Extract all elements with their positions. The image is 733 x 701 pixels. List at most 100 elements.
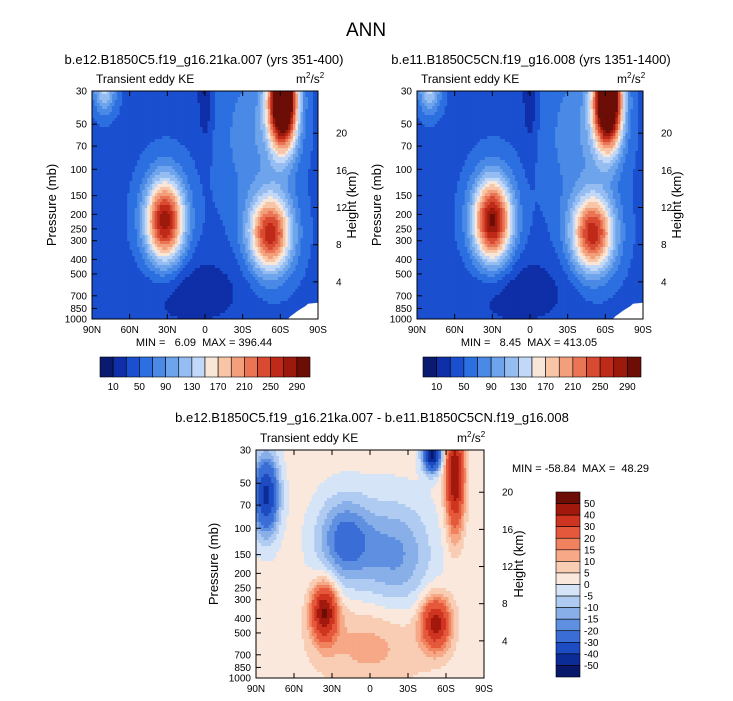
field-cell bbox=[245, 199, 249, 203]
field-cell bbox=[197, 121, 201, 125]
field-cell bbox=[235, 202, 239, 206]
field-cell bbox=[240, 94, 244, 98]
field-cell bbox=[225, 205, 229, 209]
field-cell bbox=[315, 160, 318, 164]
field-cell bbox=[290, 232, 294, 236]
field-cell bbox=[267, 187, 271, 191]
field-cell bbox=[159, 208, 163, 212]
field-cell bbox=[300, 172, 304, 176]
field-cell bbox=[164, 205, 168, 209]
field-cell bbox=[225, 124, 229, 128]
field-cell bbox=[205, 214, 209, 218]
field-cell bbox=[207, 166, 211, 170]
field-cell bbox=[272, 223, 276, 227]
field-cell bbox=[237, 196, 241, 200]
field-cell bbox=[275, 169, 279, 173]
field-cell bbox=[94, 223, 98, 227]
field-cell bbox=[102, 133, 106, 137]
field-cell bbox=[137, 190, 141, 194]
field-cell bbox=[230, 214, 234, 218]
field-cell bbox=[102, 199, 106, 203]
field-cell bbox=[139, 130, 143, 134]
field-cell bbox=[252, 205, 256, 209]
field-cell bbox=[280, 181, 284, 185]
field-cell bbox=[292, 220, 296, 224]
field-cell bbox=[164, 241, 168, 245]
field-cell bbox=[149, 196, 153, 200]
field-cell bbox=[242, 121, 246, 125]
field-cell bbox=[232, 130, 236, 134]
field-cell bbox=[217, 115, 221, 119]
field-cell bbox=[215, 136, 219, 140]
field-cell bbox=[119, 151, 123, 155]
field-cell bbox=[139, 160, 143, 164]
field-cell bbox=[157, 220, 161, 224]
field-cell bbox=[192, 115, 196, 119]
field-cell bbox=[275, 166, 279, 170]
field-cell bbox=[287, 163, 291, 167]
field-cell bbox=[154, 139, 158, 143]
field-cell bbox=[282, 154, 286, 158]
field-cell bbox=[157, 94, 161, 98]
field-cell bbox=[300, 226, 304, 230]
field-cell bbox=[302, 208, 307, 212]
field-cell bbox=[189, 106, 194, 110]
field-cell bbox=[122, 112, 126, 116]
field-cell bbox=[199, 121, 204, 125]
field-cell bbox=[167, 91, 171, 95]
field-cell bbox=[275, 202, 279, 206]
field-cell bbox=[310, 193, 314, 197]
field-cell bbox=[112, 226, 116, 230]
field-cell bbox=[250, 130, 254, 134]
field-cell bbox=[285, 178, 289, 182]
field-cell bbox=[250, 208, 254, 212]
field-cell bbox=[272, 118, 276, 122]
field-cell bbox=[189, 109, 194, 113]
field-cell bbox=[290, 163, 294, 167]
field-cell bbox=[132, 94, 136, 98]
field-cell bbox=[232, 253, 236, 257]
field-cell bbox=[192, 217, 196, 221]
field-cell bbox=[174, 175, 178, 179]
field-cell bbox=[92, 118, 96, 122]
field-cell bbox=[242, 229, 246, 233]
field-cell bbox=[242, 250, 246, 254]
field-cell bbox=[307, 100, 312, 104]
field-cell bbox=[152, 166, 156, 170]
field-cell bbox=[245, 253, 249, 257]
field-cell bbox=[187, 124, 191, 128]
field-cell bbox=[265, 163, 269, 167]
field-cell bbox=[142, 169, 146, 173]
field-cell bbox=[212, 133, 216, 137]
field-cell bbox=[112, 232, 116, 236]
field-cell bbox=[199, 250, 204, 254]
field-cell bbox=[252, 184, 256, 188]
field-cell bbox=[172, 187, 176, 191]
field-cell bbox=[169, 184, 173, 188]
field-cell bbox=[252, 127, 256, 131]
field-cell bbox=[240, 178, 244, 182]
field-cell bbox=[149, 166, 153, 170]
field-cell bbox=[282, 223, 286, 227]
field-cell bbox=[197, 199, 201, 203]
field-cell bbox=[92, 190, 96, 194]
field-cell bbox=[312, 166, 317, 170]
field-cell bbox=[97, 256, 101, 260]
field-cell bbox=[295, 229, 299, 233]
field-cell bbox=[260, 226, 264, 230]
field-cell bbox=[197, 145, 201, 149]
field-cell bbox=[245, 250, 249, 254]
field-cell bbox=[164, 253, 168, 257]
field-cell bbox=[220, 142, 224, 146]
field-cell bbox=[187, 193, 191, 197]
field-cell bbox=[117, 109, 121, 113]
field-cell bbox=[197, 223, 201, 227]
field-cell bbox=[192, 163, 196, 167]
field-cell bbox=[235, 136, 239, 140]
field-cell bbox=[280, 151, 284, 155]
field-cell bbox=[104, 151, 108, 155]
field-cell bbox=[235, 115, 239, 119]
field-cell bbox=[217, 244, 221, 248]
field-cell bbox=[172, 121, 176, 125]
field-cell bbox=[295, 253, 299, 257]
